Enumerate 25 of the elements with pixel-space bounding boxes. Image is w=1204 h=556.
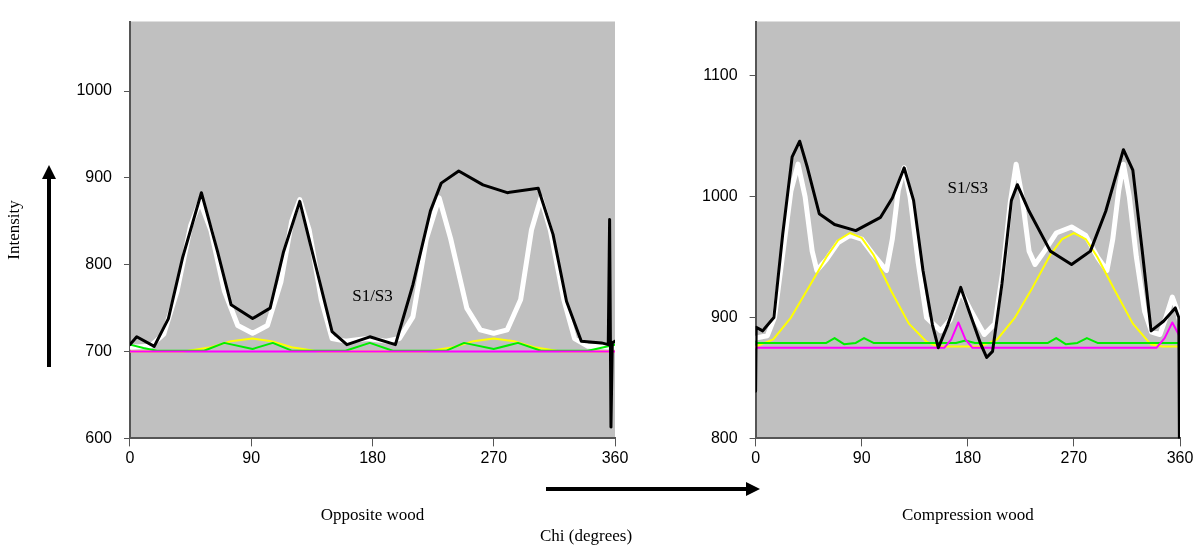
annotation: S1/S3 bbox=[352, 286, 393, 306]
y-tick-label: 700 bbox=[85, 341, 113, 359]
x-tick-label: 0 bbox=[751, 449, 761, 467]
y-tick-label: 900 bbox=[710, 307, 738, 325]
text: Chi (degrees) bbox=[540, 526, 633, 546]
y-tick-label: 800 bbox=[710, 428, 738, 446]
y-tick-label: 1100 bbox=[703, 66, 738, 84]
x-tick-label: 0 bbox=[125, 449, 135, 467]
y-tick-label: 1000 bbox=[76, 81, 113, 99]
x-tick-label: 270 bbox=[1060, 449, 1088, 467]
x-axis-title: Compression wood bbox=[901, 505, 1035, 525]
x-tick-label: 270 bbox=[480, 449, 508, 467]
y-tick-label: 600 bbox=[85, 428, 113, 446]
y-axis-title: Intensity bbox=[3, 199, 23, 260]
annotation: S1/S3 bbox=[947, 177, 989, 197]
x-tick-label: 360 bbox=[1166, 449, 1194, 467]
x-tick-label: 360 bbox=[601, 449, 629, 467]
y-tick-label: 1000 bbox=[702, 187, 738, 205]
x-tick-label: 90 bbox=[852, 449, 871, 467]
x-tick-label: 180 bbox=[954, 449, 982, 467]
y-tick-label: 900 bbox=[85, 168, 113, 186]
x-axis-title: Opposite wood bbox=[320, 505, 425, 525]
y-tick-label: 800 bbox=[85, 255, 113, 273]
x-tick-label: 180 bbox=[359, 449, 386, 467]
x-tick-label: 90 bbox=[242, 449, 261, 467]
